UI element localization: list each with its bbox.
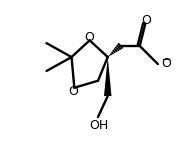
Text: O: O	[141, 14, 151, 27]
Text: O: O	[68, 85, 78, 98]
Text: OH: OH	[89, 119, 108, 132]
Text: O: O	[85, 31, 95, 44]
Text: −: −	[162, 55, 170, 65]
Polygon shape	[104, 57, 112, 96]
Text: O: O	[161, 57, 171, 70]
